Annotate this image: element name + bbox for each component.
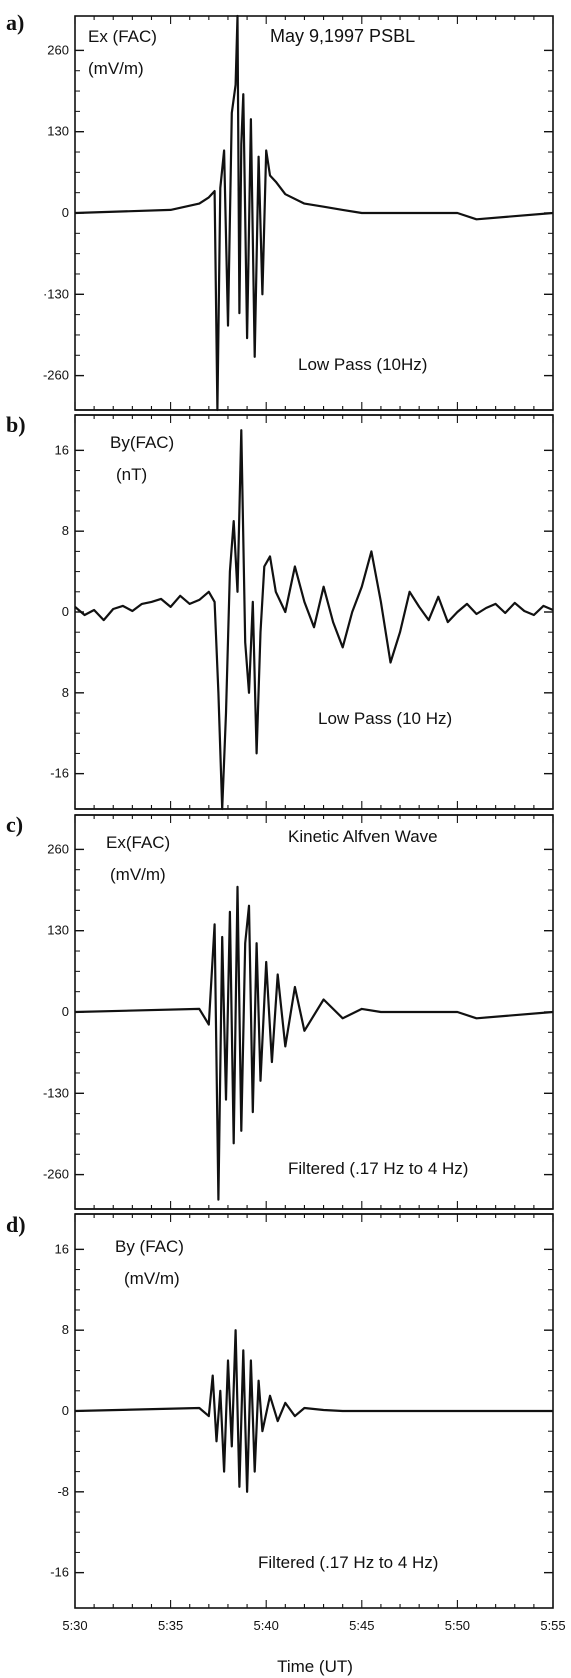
- panel-b-ytick-label-0: 16: [55, 442, 69, 457]
- x-tick-label-3: 5:45: [349, 1618, 374, 1633]
- panel-d-ytick-label-1: 8: [62, 1322, 69, 1337]
- panel-b-series-line: [74, 429, 554, 811]
- panel-a-ytick-label-1: 130: [47, 124, 69, 139]
- panel-c-annotation: Filtered (.17 Hz to 4 Hz): [288, 1159, 468, 1178]
- panel-c-ytick-label-4: -260: [43, 1167, 69, 1182]
- x-tick-label-1: 5:35: [158, 1618, 183, 1633]
- x-axis-title: Time (UT): [277, 1657, 353, 1676]
- x-tick-labels: 5:30 5:35 5:40 5:45 5:50 5:55: [62, 1618, 565, 1633]
- panel-a-ytick-label-4: -260: [43, 368, 69, 383]
- panel-a-series-line: [74, 14, 554, 412]
- panel-a-unit: (mV/m): [88, 59, 144, 78]
- panel-d-unit: (mV/m): [124, 1269, 180, 1288]
- panel-d-ytick-label-3: -8: [57, 1484, 69, 1499]
- panel-c-ytick-label-3: -130: [43, 1085, 69, 1100]
- x-tick-label-2: 5:40: [254, 1618, 279, 1633]
- panel-d-series-line: [74, 1329, 553, 1493]
- panel-b-ytick-label-3: 8: [62, 685, 69, 700]
- panel-c-quantity: Ex(FAC): [106, 833, 170, 852]
- y-tick-labels: 260 130 0 ·130 -260 16 8 0 8 -16 260 130 0 -130 -260 16…: [43, 42, 69, 1579]
- panel-a-frame: [74, 15, 554, 411]
- tick-marks: [74, 16, 554, 1608]
- panel-separators: [75, 409, 553, 1215]
- panel-c-letter: c): [6, 812, 23, 837]
- panel-d-ytick-label-2: 0: [62, 1403, 69, 1418]
- panel-c-unit: (mV/m): [110, 865, 166, 884]
- x-tick-label-4: 5:50: [445, 1618, 470, 1633]
- panel-d-annotation: Filtered (.17 Hz to 4 Hz): [258, 1553, 438, 1572]
- panel-b-ytick-label-4: -16: [50, 766, 69, 781]
- panel-b-letter: b): [6, 412, 26, 437]
- panel-b-ytick-label-2: 0: [62, 604, 69, 619]
- panel-b-annotation: Low Pass (10 Hz): [318, 709, 452, 728]
- series-traces: [74, 14, 554, 1493]
- panel-a-letter: a): [6, 10, 24, 35]
- panel-c-series-line: [74, 885, 554, 1201]
- figure-title: May 9,1997 PSBL: [270, 26, 415, 46]
- panel-a-ytick-label-0: 260: [47, 42, 69, 57]
- x-tick-label-5: 5:55: [540, 1618, 565, 1633]
- panel-d-ytick-label-0: 16: [55, 1241, 69, 1256]
- panel-d-letter: d): [6, 1212, 26, 1237]
- panel-a-ytick-label-3: ·130: [43, 286, 69, 301]
- panel-a-annotation: Low Pass (10Hz): [298, 355, 427, 374]
- panel-a-quantity: Ex (FAC): [88, 27, 157, 46]
- panel-c-title: Kinetic Alfven Wave: [288, 827, 438, 846]
- panel-c-ytick-label-2: 0: [62, 1004, 69, 1019]
- panel-d-ytick-label-4: -16: [50, 1565, 69, 1580]
- panel-b-quantity: By(FAC): [110, 433, 174, 452]
- panel-b-ytick-label-1: 8: [62, 523, 69, 538]
- panel-c-ytick-label-0: 260: [47, 841, 69, 856]
- panel-b-unit: (nT): [116, 465, 147, 484]
- x-tick-label-0: 5:30: [62, 1618, 87, 1633]
- panel-d-quantity: By (FAC): [115, 1237, 184, 1256]
- panel-c-ytick-label-1: 130: [47, 923, 69, 938]
- panel-a-ytick-label-2: 0: [62, 205, 69, 220]
